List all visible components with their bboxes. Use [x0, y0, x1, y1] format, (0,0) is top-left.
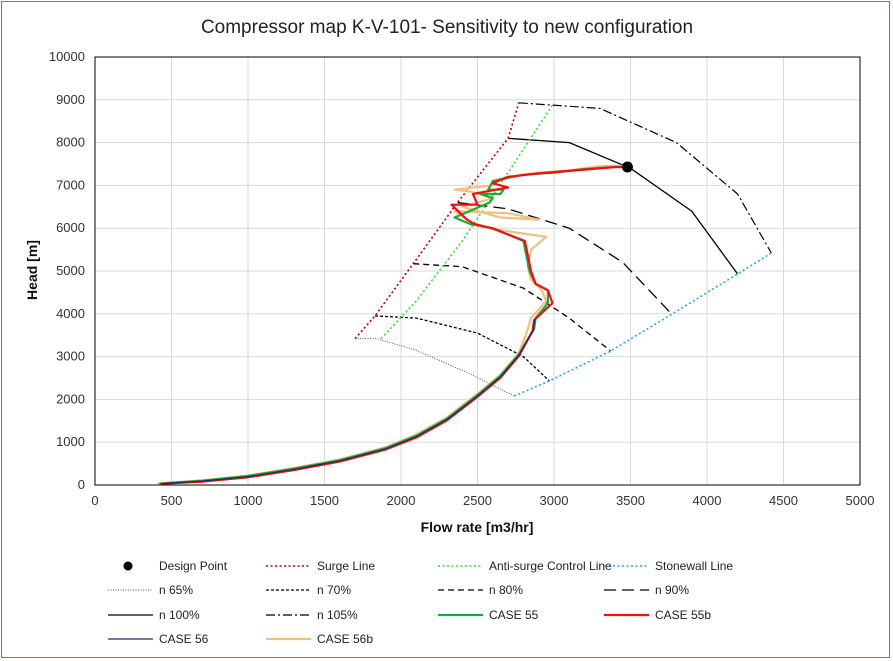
x-tick-label: 4000	[693, 493, 722, 508]
x-tick-label: 3000	[540, 493, 569, 508]
legend-label-n-70: n 70%	[317, 583, 351, 597]
legend-label-n-105: n 105%	[317, 608, 358, 622]
chart-title: Compressor map K-V-101- Sensitivity to n…	[201, 17, 693, 38]
x-tick-label: 5000	[846, 493, 875, 508]
series-case-56-line	[160, 319, 536, 485]
legend-swatch-design-point	[123, 561, 133, 571]
y-tick-label: 3000	[56, 349, 85, 364]
y-tick-label: 9000	[56, 92, 85, 107]
legend-label-case-55: CASE 55	[489, 608, 539, 622]
legend-label-case-56b: CASE 56b	[317, 632, 373, 646]
x-axis-label: Flow rate [m3/hr]	[421, 519, 534, 535]
y-tick-label: 6000	[56, 220, 85, 235]
legend-label-anti-surge-control-line: Anti-surge Control Line	[489, 559, 612, 573]
grid-lines	[95, 57, 860, 485]
series-n-70-line	[374, 315, 550, 382]
y-tick-label: 5000	[56, 263, 85, 278]
y-tick-label: 4000	[56, 306, 85, 321]
legend-label-stonewall-line: Stonewall Line	[655, 559, 733, 573]
y-tick-label: 8000	[56, 135, 85, 150]
legend-label-n-65: n 65%	[159, 583, 193, 597]
series-n-105-line	[518, 102, 772, 254]
legend-label-surge-line: Surge Line	[317, 559, 375, 573]
y-axis-ticks: 0 1000 2000 3000 4000 5000 6000 7000 8000 9000 100…	[49, 49, 85, 492]
series-n-65-line	[355, 337, 515, 397]
y-tick-label: 1000	[56, 434, 85, 449]
series-surge-line-line	[354, 102, 520, 340]
series-stonewall-line-line	[513, 252, 772, 397]
legend-label-case-55b: CASE 55b	[655, 608, 711, 622]
x-tick-label: 1500	[310, 493, 339, 508]
series-case-56b-line	[157, 164, 628, 485]
series-layer	[157, 102, 772, 485]
legend-label-n-80: n 80%	[489, 583, 523, 597]
series-n-90-line	[457, 201, 673, 315]
y-tick-label: 7000	[56, 177, 85, 192]
series-anti-surge-control-line-line	[380, 102, 555, 340]
x-tick-label: 3500	[616, 493, 645, 508]
plot-area	[94, 56, 861, 486]
x-tick-label: 500	[161, 493, 183, 508]
series-n-100-line	[508, 137, 739, 275]
x-tick-label: 4500	[769, 493, 798, 508]
y-axis-label: Head [m]	[24, 240, 40, 300]
series-n-80-line	[413, 263, 612, 352]
legend-label-case-56: CASE 56	[159, 632, 209, 646]
y-tick-label: 10000	[49, 49, 85, 64]
legend: Design Point Surge Line Anti-surge Control…	[108, 559, 733, 646]
legend-label-design-point: Design Point	[159, 559, 228, 573]
series-design-point-point	[621, 161, 633, 173]
series-case-55b-line	[162, 165, 628, 485]
legend-label-n-90: n 90%	[655, 583, 689, 597]
y-tick-label: 2000	[56, 391, 85, 406]
x-axis-ticks: 0 500 1000 1500 2000 2500 3000 3500 4000 4500 5000	[91, 493, 874, 508]
x-tick-label: 2000	[387, 493, 416, 508]
y-tick-label: 0	[78, 477, 85, 492]
x-tick-label: 2500	[463, 493, 492, 508]
legend-label-n-100: n 100%	[159, 608, 200, 622]
x-tick-label: 1000	[234, 493, 263, 508]
x-tick-label: 0	[91, 493, 98, 508]
